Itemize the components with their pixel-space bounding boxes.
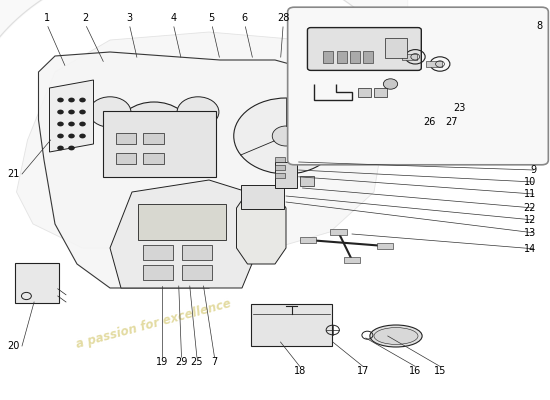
- Text: 16: 16: [409, 366, 421, 376]
- Bar: [377, 243, 393, 249]
- Bar: [300, 237, 316, 243]
- Text: 13: 13: [524, 228, 536, 238]
- Bar: [344, 257, 360, 263]
- FancyBboxPatch shape: [15, 263, 59, 303]
- Polygon shape: [39, 52, 341, 288]
- FancyBboxPatch shape: [241, 185, 284, 209]
- Circle shape: [57, 98, 64, 102]
- Ellipse shape: [370, 325, 422, 347]
- Text: 23: 23: [454, 103, 466, 113]
- Bar: [275, 162, 297, 188]
- FancyBboxPatch shape: [103, 111, 216, 177]
- Bar: [374, 88, 387, 97]
- Circle shape: [68, 134, 75, 138]
- Text: 10: 10: [524, 177, 536, 187]
- Bar: [143, 245, 173, 260]
- Text: 22: 22: [524, 203, 536, 213]
- Text: a passion for excellence: a passion for excellence: [75, 297, 233, 351]
- Bar: [300, 176, 313, 186]
- Text: 9: 9: [530, 165, 536, 175]
- Text: 14: 14: [524, 244, 536, 254]
- Text: 19: 19: [156, 357, 168, 367]
- Circle shape: [68, 110, 75, 114]
- Circle shape: [79, 134, 86, 138]
- Circle shape: [68, 98, 75, 102]
- FancyBboxPatch shape: [288, 7, 548, 165]
- Circle shape: [79, 98, 86, 102]
- Bar: [358, 88, 371, 97]
- Circle shape: [57, 146, 64, 150]
- Ellipse shape: [374, 328, 418, 344]
- Bar: [363, 51, 373, 63]
- Circle shape: [68, 146, 75, 150]
- Bar: [385, 38, 407, 58]
- Bar: [182, 265, 212, 280]
- Text: 2: 2: [82, 13, 89, 23]
- Bar: [323, 51, 333, 63]
- Circle shape: [57, 122, 64, 126]
- Text: 21: 21: [8, 169, 20, 179]
- Circle shape: [89, 97, 131, 127]
- Text: 7: 7: [211, 357, 218, 367]
- Bar: [182, 245, 212, 260]
- Text: 1: 1: [43, 13, 50, 23]
- Bar: [143, 153, 164, 164]
- Circle shape: [272, 126, 300, 146]
- Bar: [275, 157, 285, 162]
- Bar: [337, 51, 346, 63]
- Bar: [116, 153, 136, 164]
- Circle shape: [79, 122, 86, 126]
- Text: 12: 12: [524, 215, 536, 225]
- Bar: [350, 51, 360, 63]
- Bar: [143, 133, 164, 144]
- Circle shape: [234, 98, 338, 174]
- Circle shape: [79, 110, 86, 114]
- Bar: [402, 54, 417, 60]
- Circle shape: [68, 122, 75, 126]
- Text: 25: 25: [191, 357, 203, 367]
- Bar: [143, 265, 173, 280]
- Polygon shape: [16, 32, 385, 248]
- Polygon shape: [110, 180, 258, 288]
- Bar: [138, 204, 226, 240]
- Circle shape: [177, 97, 219, 127]
- Bar: [275, 173, 285, 178]
- Text: 6: 6: [241, 13, 248, 23]
- Bar: [330, 229, 346, 235]
- Circle shape: [383, 79, 398, 89]
- Circle shape: [57, 110, 64, 114]
- Text: 20: 20: [8, 341, 20, 351]
- Text: 27: 27: [446, 117, 458, 127]
- Text: 8: 8: [536, 21, 542, 31]
- Text: 15: 15: [434, 366, 446, 376]
- Bar: [275, 165, 285, 170]
- Circle shape: [57, 134, 64, 138]
- Text: 29: 29: [175, 357, 188, 367]
- Circle shape: [118, 102, 190, 154]
- Text: 17: 17: [357, 366, 369, 376]
- Bar: [426, 61, 442, 67]
- Polygon shape: [50, 80, 94, 152]
- Text: 5: 5: [208, 13, 215, 23]
- Text: 4: 4: [170, 13, 177, 23]
- Polygon shape: [236, 192, 286, 264]
- Text: 18: 18: [294, 366, 306, 376]
- FancyBboxPatch shape: [307, 28, 421, 70]
- FancyBboxPatch shape: [251, 304, 332, 346]
- Text: 3: 3: [126, 13, 133, 23]
- Text: 26: 26: [424, 117, 436, 127]
- Text: 11: 11: [524, 189, 536, 199]
- Text: 28: 28: [277, 13, 289, 23]
- Bar: [116, 133, 136, 144]
